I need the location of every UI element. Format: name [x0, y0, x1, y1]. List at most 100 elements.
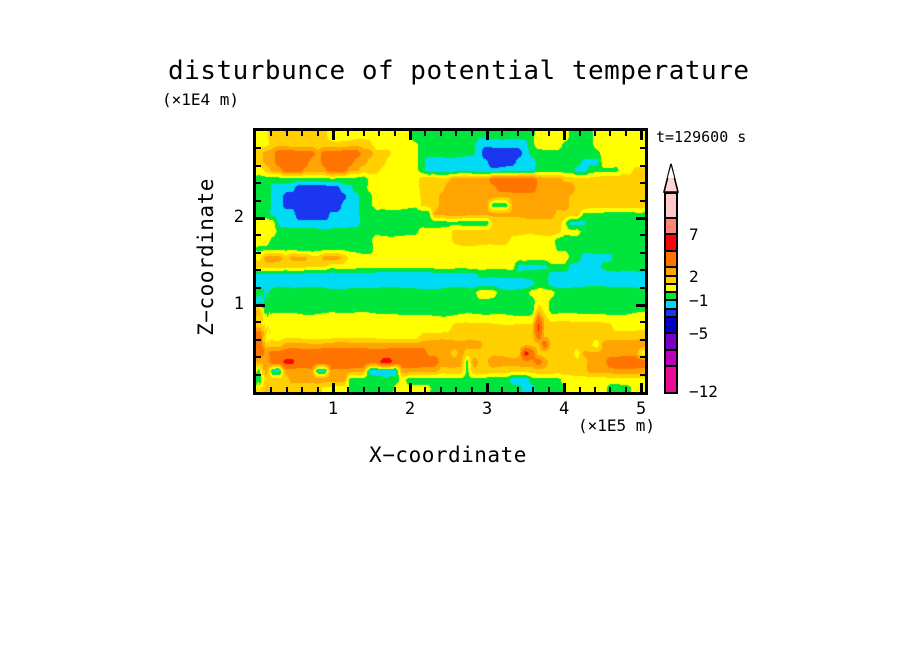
colorbar-segment [666, 367, 676, 392]
colorbar-segment [666, 350, 676, 368]
x-tick-label: 2 [404, 399, 416, 419]
x-tick-minor [517, 387, 519, 392]
x-tick-label: 4 [558, 399, 570, 419]
z-tick-minor [256, 374, 261, 376]
time-annotation: t=129600 s [656, 128, 747, 146]
x-tick-major [332, 383, 335, 392]
z-tick-label: 2 [233, 207, 244, 227]
colorbar-label: −12 [689, 382, 718, 401]
x-tick-minor [501, 131, 503, 136]
x-tick-minor [286, 131, 288, 136]
x-tick-minor [317, 387, 319, 392]
colorbar-label: −5 [689, 324, 709, 344]
z-tick-minor [256, 269, 261, 271]
x-tick-minor [455, 131, 457, 136]
colorbar-segment [666, 334, 676, 351]
z-tick-minor [640, 269, 645, 271]
colorbar-segment [666, 218, 676, 236]
x-tick-minor [347, 131, 349, 136]
colorbar-segment [666, 251, 676, 269]
colorbar-segment [666, 301, 676, 310]
x-tick-major [640, 131, 643, 140]
contour-field [256, 131, 645, 392]
z-tick-minor [256, 287, 261, 289]
x-tick-minor [532, 131, 534, 136]
x-tick-major [409, 383, 412, 392]
x-tick-minor [440, 387, 442, 392]
x-tick-minor [609, 387, 611, 392]
colorbar-segment [666, 194, 676, 219]
x-tick-minor [548, 387, 550, 392]
x-tick-major [563, 383, 566, 392]
colorbar-segment [666, 276, 676, 285]
z-tick-minor [640, 234, 645, 236]
colorbar-label: 2 [689, 266, 699, 286]
x-tick-minor [579, 387, 581, 392]
colorbar: 7 2 −1 −5 −12 [663, 162, 773, 412]
x-tick-label: 1 [327, 399, 339, 419]
x-tick-major [486, 383, 489, 392]
x-tick-minor [347, 387, 349, 392]
z-tick-major [636, 304, 645, 307]
x-tick-minor [594, 131, 596, 136]
x-tick-minor [501, 387, 503, 392]
z-tick-minor [640, 200, 645, 202]
x-tick-label: 3 [481, 399, 493, 419]
colorbar-segment [666, 293, 676, 302]
x-tick-minor [270, 131, 272, 136]
z-tick-minor [640, 182, 645, 184]
colorbar-label: −1 [689, 291, 709, 311]
z-tick-minor [640, 147, 645, 149]
z-axis-title: Z−coordinate [194, 178, 218, 336]
colorbar-segment [666, 235, 676, 252]
z-tick-minor [640, 356, 645, 358]
z-tick-minor [256, 339, 261, 341]
colorbar-segment [666, 268, 676, 277]
x-tick-label: 5 [636, 399, 647, 419]
colorbar-segment [666, 309, 676, 318]
z-tick-minor [256, 252, 261, 254]
z-tick-minor [640, 339, 645, 341]
z-tick-major [256, 217, 265, 220]
z-tick-minor [256, 321, 261, 323]
z-tick-minor [640, 374, 645, 376]
x-tick-major [563, 131, 566, 140]
z-tick-minor [640, 252, 645, 254]
x-tick-minor [363, 387, 365, 392]
x-tick-minor [455, 387, 457, 392]
z-tick-minor [256, 356, 261, 358]
x-tick-minor [594, 387, 596, 392]
x-tick-minor [579, 131, 581, 136]
colorbar-segment [666, 317, 676, 335]
x-tick-minor [517, 131, 519, 136]
colorbar-label: 7 [689, 225, 699, 245]
colorbar-overflow-triangle-icon [663, 163, 679, 193]
z-tick-major [256, 304, 265, 307]
x-tick-minor [440, 131, 442, 136]
x-tick-minor [609, 131, 611, 136]
x-axis-unit: (×1E5 m) [577, 416, 655, 435]
colorbar-scale [664, 192, 678, 394]
z-tick-minor [256, 147, 261, 149]
x-tick-minor [301, 387, 303, 392]
x-tick-minor [286, 387, 288, 392]
chart-title: disturbunce of potential temperature [168, 56, 750, 86]
x-tick-minor [424, 387, 426, 392]
x-tick-major [409, 131, 412, 140]
x-tick-minor [471, 387, 473, 392]
z-tick-label: 1 [233, 294, 244, 314]
z-tick-minor [256, 165, 261, 167]
x-tick-minor [363, 131, 365, 136]
x-tick-minor [301, 131, 303, 136]
x-tick-major [332, 131, 335, 140]
x-tick-minor [394, 131, 396, 136]
x-tick-minor [625, 131, 627, 136]
z-tick-minor [256, 182, 261, 184]
z-tick-minor [640, 165, 645, 167]
z-tick-minor [640, 321, 645, 323]
x-tick-minor [424, 131, 426, 136]
x-tick-minor [625, 387, 627, 392]
x-tick-minor [532, 387, 534, 392]
z-tick-minor [256, 200, 261, 202]
